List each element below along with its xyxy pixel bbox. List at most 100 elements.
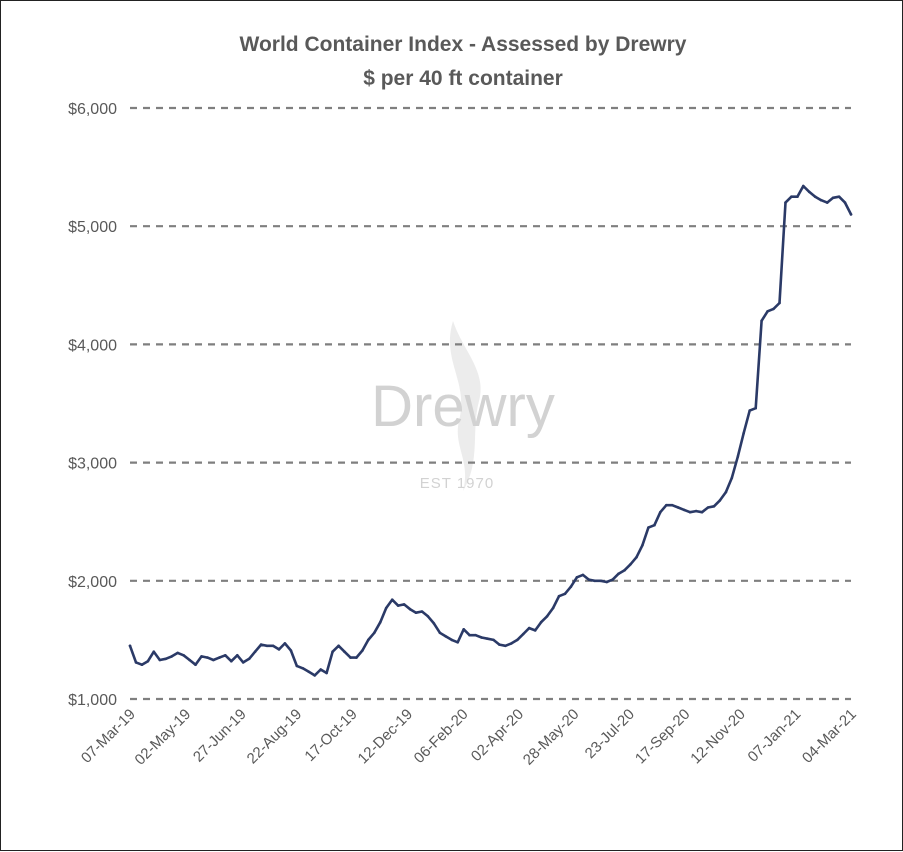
data-point	[236, 654, 239, 657]
data-point	[379, 620, 382, 624]
data-point	[146, 659, 150, 663]
data-point	[802, 184, 805, 188]
data-point	[420, 610, 424, 613]
data-point	[176, 651, 179, 655]
data-point	[426, 615, 430, 618]
data-point	[784, 201, 787, 204]
data-point	[510, 642, 513, 645]
data-points	[128, 184, 853, 677]
data-point	[414, 611, 418, 614]
data-point	[241, 661, 245, 664]
data-point	[271, 644, 275, 648]
y-tick-label: $6,000	[68, 101, 117, 118]
data-point	[843, 201, 847, 204]
data-point	[224, 654, 227, 657]
data-point	[819, 198, 823, 202]
data-point	[194, 663, 197, 666]
data-point	[444, 635, 448, 638]
data-point	[813, 195, 817, 198]
data-point	[212, 658, 215, 662]
data-point	[808, 190, 811, 194]
data-point	[468, 633, 471, 637]
data-point	[754, 406, 757, 410]
data-point	[533, 629, 537, 632]
data-point	[653, 523, 656, 527]
data-point	[367, 638, 370, 642]
drewry-flame-logo	[449, 321, 481, 491]
data-point	[599, 579, 602, 583]
x-tick-label: 12-Dec-19	[355, 706, 417, 768]
data-point	[140, 663, 144, 666]
data-point	[623, 568, 626, 572]
x-tick-label: 17-Sep-20	[632, 706, 694, 768]
watermark-sub: EST 1970	[420, 475, 494, 492]
data-point	[617, 572, 620, 575]
series-line	[128, 184, 853, 677]
data-point	[837, 195, 841, 198]
data-point	[218, 656, 221, 659]
y-tick-label: $3,000	[68, 456, 117, 473]
data-point	[492, 638, 495, 642]
data-point	[611, 578, 614, 581]
y-axis-ticks: $1,000 $2,000 $3,000 $4,000 $5,000 $6,000	[68, 101, 117, 709]
data-point	[557, 594, 561, 598]
x-tick-label: 12-Nov-20	[687, 706, 749, 768]
data-point	[796, 195, 799, 198]
data-point	[247, 657, 251, 661]
data-point	[480, 636, 483, 639]
data-point	[778, 301, 781, 305]
data-point	[373, 631, 376, 635]
data-point	[277, 648, 281, 651]
data-point	[474, 633, 477, 637]
data-point	[325, 671, 328, 675]
data-point	[790, 195, 793, 198]
data-point	[337, 644, 340, 648]
data-point	[230, 659, 233, 663]
data-point	[569, 585, 573, 588]
data-point	[450, 638, 454, 642]
data-point	[563, 592, 567, 596]
data-point	[593, 579, 597, 583]
data-point	[825, 201, 829, 204]
data-point	[188, 658, 191, 662]
data-point	[641, 544, 644, 547]
x-tick-label: 23-Jul-20	[582, 706, 638, 762]
data-point	[545, 615, 549, 618]
data-point	[712, 505, 716, 508]
data-point	[462, 628, 466, 631]
data-point	[522, 632, 525, 636]
data-point	[164, 657, 168, 661]
chart-subtitle: $ per 40 ft container	[363, 67, 563, 90]
y-tick-label: $5,000	[68, 219, 117, 236]
data-point	[498, 643, 501, 646]
data-point	[706, 506, 710, 509]
data-point	[331, 650, 334, 653]
x-tick-label: 06-Feb-20	[411, 706, 472, 767]
data-point	[200, 655, 203, 658]
x-tick-label: 28-May-20	[520, 706, 583, 769]
gridlines	[130, 106, 851, 701]
x-tick-label: 02-Apr-20	[468, 706, 527, 765]
data-point	[700, 510, 704, 514]
x-tick-label: 22-Aug-19	[244, 706, 306, 768]
x-tick-label: 07-Jan-21	[745, 706, 805, 766]
data-point	[730, 476, 734, 480]
data-point	[283, 642, 287, 645]
data-point	[742, 431, 745, 435]
data-point	[527, 626, 531, 630]
data-point	[605, 580, 608, 584]
data-point	[670, 503, 674, 507]
data-point	[402, 603, 406, 606]
data-point	[486, 637, 489, 640]
data-point	[313, 674, 317, 677]
x-tick-label: 27-Jun-19	[190, 706, 250, 766]
drewry-watermark: Drewry EST 1970	[371, 321, 555, 492]
data-point	[170, 655, 173, 658]
data-point	[682, 508, 686, 512]
data-point	[432, 622, 436, 625]
data-point	[772, 307, 775, 311]
data-point	[766, 310, 769, 313]
data-point	[504, 644, 507, 648]
